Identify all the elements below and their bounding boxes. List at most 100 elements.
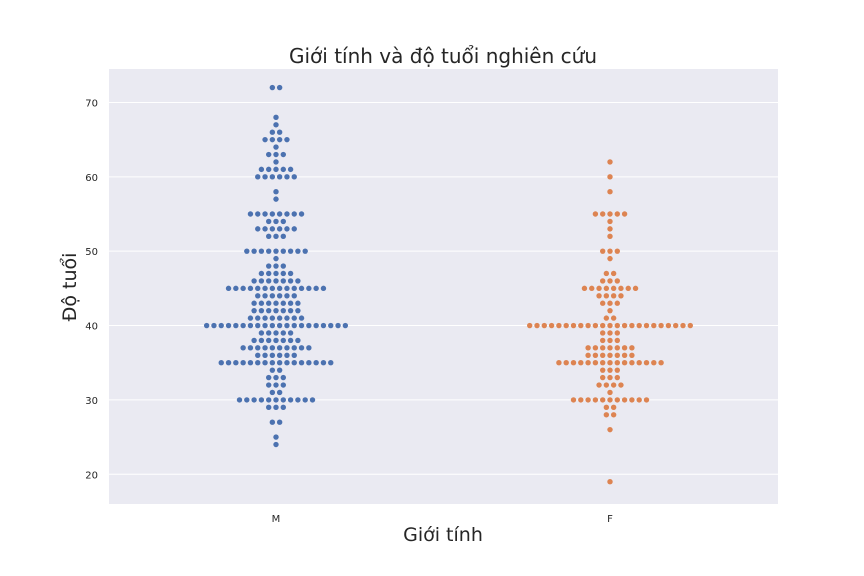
data-point bbox=[665, 322, 672, 329]
data-point bbox=[276, 211, 283, 217]
data-point bbox=[687, 322, 693, 329]
data-point bbox=[625, 285, 631, 292]
data-point bbox=[607, 360, 613, 366]
data-point bbox=[320, 360, 327, 366]
data-point bbox=[280, 278, 286, 284]
data-point bbox=[603, 412, 610, 418]
data-point bbox=[581, 285, 588, 292]
data-point bbox=[607, 278, 613, 284]
data-point bbox=[328, 322, 334, 329]
data-point bbox=[614, 367, 620, 373]
chart-title: Giới tính và độ tuổi nghiên cứu bbox=[289, 44, 597, 68]
data-point bbox=[287, 397, 294, 403]
data-point bbox=[643, 397, 650, 403]
data-point bbox=[269, 136, 276, 143]
data-point bbox=[280, 248, 286, 254]
data-point bbox=[610, 412, 617, 418]
data-point bbox=[284, 136, 290, 143]
data-point bbox=[258, 166, 265, 173]
data-point bbox=[251, 300, 257, 306]
data-point bbox=[276, 129, 283, 135]
data-point bbox=[251, 397, 257, 403]
data-point bbox=[291, 352, 297, 358]
data-point bbox=[610, 270, 617, 277]
data-point bbox=[636, 360, 642, 366]
data-point bbox=[607, 330, 613, 336]
data-point bbox=[280, 397, 286, 403]
data-point bbox=[291, 315, 297, 321]
data-point bbox=[273, 330, 279, 336]
data-point bbox=[603, 293, 610, 299]
data-point bbox=[269, 315, 276, 321]
data-point bbox=[629, 352, 635, 358]
data-point bbox=[273, 248, 279, 254]
data-point bbox=[607, 389, 613, 396]
data-point bbox=[258, 307, 265, 314]
data-point bbox=[258, 330, 265, 336]
data-point bbox=[269, 322, 276, 329]
data-point bbox=[651, 322, 657, 329]
data-point bbox=[651, 360, 657, 366]
data-point bbox=[295, 307, 301, 314]
data-point bbox=[262, 211, 268, 217]
data-point bbox=[614, 322, 620, 329]
data-point bbox=[570, 397, 577, 403]
data-point bbox=[313, 322, 319, 329]
data-point bbox=[266, 382, 272, 388]
data-point bbox=[280, 404, 286, 411]
data-point bbox=[269, 419, 276, 425]
data-point bbox=[262, 174, 268, 180]
data-point bbox=[251, 307, 257, 314]
data-point bbox=[266, 330, 272, 336]
data-point bbox=[291, 211, 297, 217]
data-point bbox=[585, 352, 591, 358]
data-point bbox=[618, 285, 624, 292]
data-point bbox=[240, 285, 246, 292]
data-point bbox=[280, 330, 286, 336]
data-point bbox=[276, 84, 283, 91]
data-point bbox=[629, 360, 635, 366]
data-point bbox=[607, 307, 613, 314]
data-point bbox=[600, 211, 606, 217]
data-point bbox=[262, 285, 268, 292]
data-point bbox=[255, 293, 261, 299]
data-point bbox=[603, 404, 610, 411]
data-point bbox=[273, 263, 279, 269]
data-point bbox=[280, 374, 286, 381]
data-point bbox=[287, 330, 294, 336]
y-tick-label: 30 bbox=[85, 396, 98, 407]
data-point bbox=[621, 397, 628, 403]
data-point bbox=[284, 315, 290, 321]
data-point bbox=[291, 293, 297, 299]
data-point bbox=[298, 285, 305, 292]
data-point bbox=[276, 174, 283, 180]
data-point bbox=[276, 389, 283, 396]
data-point bbox=[614, 345, 620, 351]
data-point bbox=[262, 136, 268, 143]
data-point bbox=[273, 307, 279, 314]
data-point bbox=[276, 352, 283, 358]
data-point bbox=[578, 397, 584, 403]
data-point bbox=[273, 397, 279, 403]
data-point bbox=[276, 226, 283, 232]
data-point bbox=[295, 278, 301, 284]
data-point bbox=[614, 397, 620, 403]
data-point bbox=[614, 374, 620, 381]
data-point bbox=[548, 322, 555, 329]
data-point bbox=[298, 345, 305, 351]
data-point bbox=[287, 307, 294, 314]
data-point bbox=[258, 337, 265, 344]
data-point bbox=[578, 360, 584, 366]
data-point bbox=[247, 360, 254, 366]
y-axis-label: Độ tuổi bbox=[59, 253, 81, 322]
data-point bbox=[335, 322, 341, 329]
data-point bbox=[607, 352, 613, 358]
data-point bbox=[603, 285, 610, 292]
data-point bbox=[320, 322, 327, 329]
data-point bbox=[614, 211, 620, 217]
data-point bbox=[273, 382, 279, 388]
data-point bbox=[658, 360, 664, 366]
data-point bbox=[287, 270, 294, 277]
data-point bbox=[287, 300, 294, 306]
data-point bbox=[342, 322, 349, 329]
